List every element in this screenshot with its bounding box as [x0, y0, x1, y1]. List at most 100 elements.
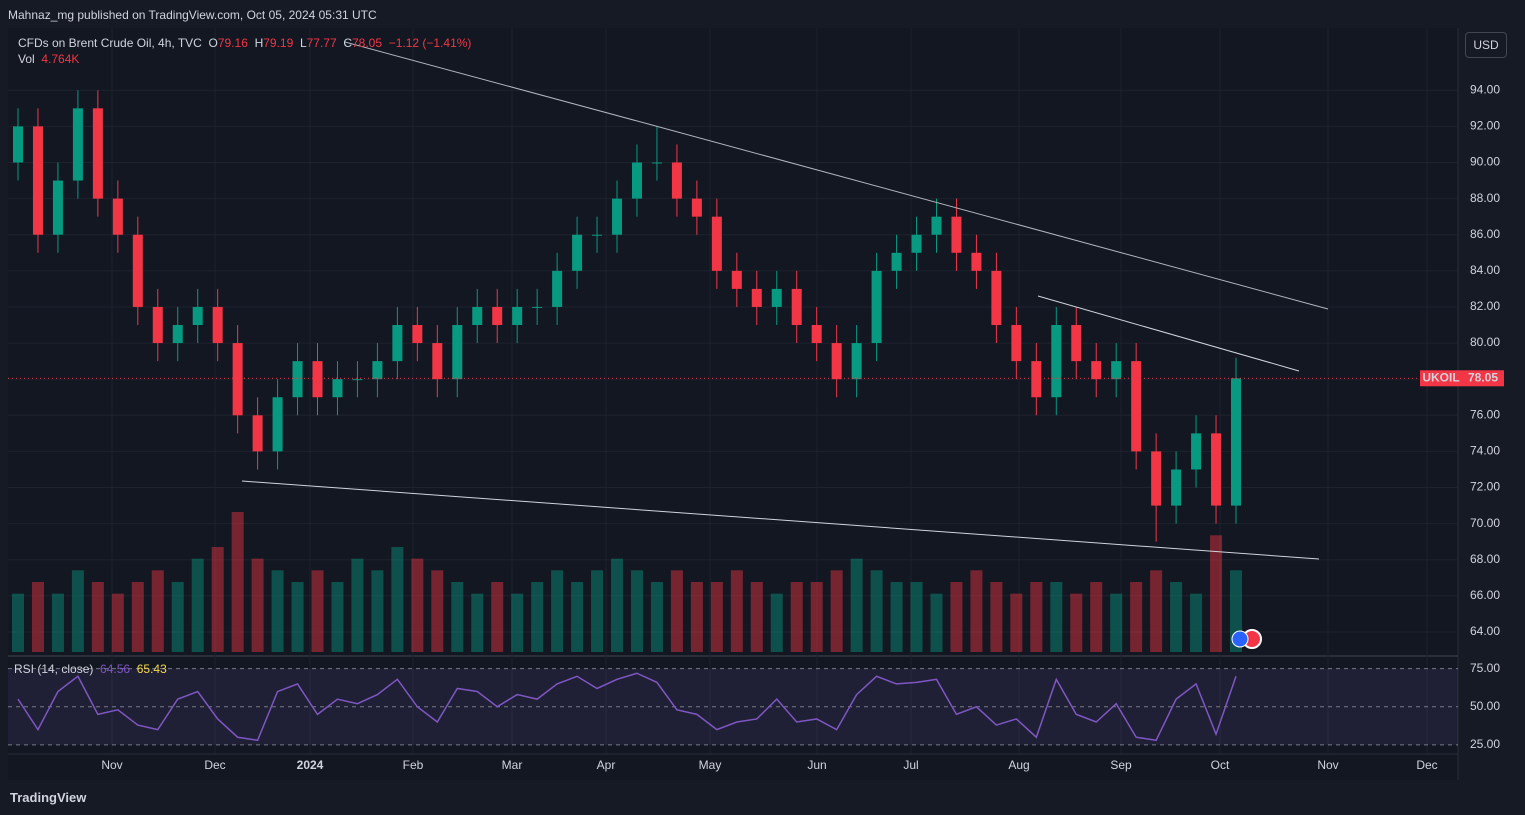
rsi-ma-value: 65.43 — [136, 662, 167, 676]
candle-body — [1031, 361, 1042, 398]
y-tick-label: 68.00 — [1470, 552, 1500, 566]
candle-body — [392, 325, 403, 362]
candle-body — [1231, 378, 1241, 506]
volume-bar — [191, 558, 204, 652]
candle-body — [252, 415, 263, 452]
event-icon[interactable] — [1231, 630, 1249, 648]
volume-bar — [91, 582, 104, 652]
footer-logo: TradingView — [10, 790, 87, 805]
l-label: L — [299, 36, 307, 50]
price-tag-bg — [1420, 370, 1462, 387]
candle-body — [372, 361, 383, 380]
publisher: Mahnaz_mg published on TradingView.com, … — [8, 8, 377, 22]
volume-bar — [251, 558, 264, 652]
x-tick-label: Sep — [1110, 758, 1132, 772]
y-tick-label: 86.00 — [1470, 227, 1500, 241]
volume-bar — [1170, 582, 1183, 652]
candle-body — [1071, 325, 1082, 362]
candle-body — [631, 162, 642, 199]
candle-body — [1151, 451, 1162, 506]
candle-body — [412, 325, 423, 344]
candle-body — [52, 180, 63, 235]
candle-body — [691, 198, 702, 217]
volume-bar — [471, 593, 484, 652]
volume-bar — [990, 582, 1003, 652]
candle-body — [1111, 361, 1122, 380]
volume-legend: Vol 4.764K — [18, 52, 79, 66]
y-tick-label: 92.00 — [1470, 119, 1500, 133]
candle-body — [312, 361, 323, 398]
volume-bar — [171, 582, 184, 652]
volume-bar — [391, 547, 404, 652]
candle-body — [711, 216, 722, 271]
candle-body — [512, 306, 523, 326]
candle-body — [292, 361, 303, 398]
volume-bar — [231, 512, 244, 652]
candle-body — [911, 234, 922, 253]
candle-body — [32, 126, 43, 235]
volume-bar — [71, 570, 84, 652]
currency-button[interactable]: USD — [1465, 32, 1507, 58]
o-value: 79.16 — [217, 36, 248, 50]
price-tag-value: 78.05 — [1468, 370, 1498, 384]
volume-bar — [970, 570, 983, 652]
trend-line — [344, 41, 653, 126]
y-tick-label: 90.00 — [1470, 155, 1500, 169]
candle-body — [1131, 361, 1142, 452]
y-tick-label: 94.00 — [1470, 82, 1500, 96]
c-label: C — [343, 36, 352, 50]
x-tick-label: Mar — [502, 758, 523, 772]
volume-bar — [371, 570, 384, 652]
volume-bar — [630, 570, 643, 652]
volume-bar — [870, 570, 883, 652]
volume-bar — [710, 582, 723, 652]
y-tick-label: 66.00 — [1470, 588, 1500, 602]
candle-body — [1171, 469, 1182, 506]
volume-bar — [451, 582, 464, 652]
y-tick-label: 84.00 — [1470, 263, 1500, 277]
candle-body — [492, 306, 503, 326]
volume-bar — [131, 582, 144, 652]
volume-bar — [311, 570, 324, 652]
y-tick-label: 80.00 — [1470, 335, 1500, 349]
candle-body — [92, 108, 103, 199]
candle-body — [931, 216, 942, 235]
volume-bar — [890, 582, 903, 652]
rsi-line — [17, 672, 1237, 742]
candle-body — [592, 234, 603, 236]
rsi-tick-label: 50.00 — [1470, 699, 1500, 713]
candle-body — [891, 252, 902, 271]
candle-body — [771, 288, 782, 307]
plot-area — [8, 28, 1458, 780]
candle-body — [432, 343, 443, 380]
rsi-legend: RSI (14, close) 64.56 65.43 — [14, 662, 167, 676]
volume-bar — [830, 570, 843, 652]
x-tick-label: Feb — [403, 758, 424, 772]
x-tick-label: Jun — [807, 758, 826, 772]
volume-bar — [571, 582, 584, 652]
x-tick-label: Nov — [1317, 758, 1338, 772]
price-tag-symbol: UKOIL — [1422, 370, 1459, 384]
volume-bar — [12, 593, 24, 652]
candle-body — [1011, 325, 1022, 362]
volume-bar — [1130, 582, 1143, 652]
volume-bar — [271, 570, 284, 652]
volume-bar — [51, 593, 64, 652]
candle-body — [731, 270, 742, 289]
candle-body — [1211, 433, 1222, 506]
candle-body — [871, 270, 882, 344]
volume-bar — [1190, 593, 1203, 652]
candle-body — [272, 397, 283, 452]
y-tick-label: 74.00 — [1470, 444, 1500, 458]
trend-line — [241, 480, 1320, 560]
x-tick-label: Dec — [204, 758, 225, 772]
candle-body — [1191, 433, 1202, 470]
candle-body — [831, 343, 842, 380]
rsi-tick-label: 75.00 — [1470, 661, 1500, 675]
rsi-tick-label: 25.00 — [1470, 737, 1500, 751]
candle-body — [232, 343, 243, 416]
candle-body — [13, 126, 23, 163]
x-tick-label: Apr — [597, 758, 616, 772]
volume-bar — [431, 570, 444, 652]
